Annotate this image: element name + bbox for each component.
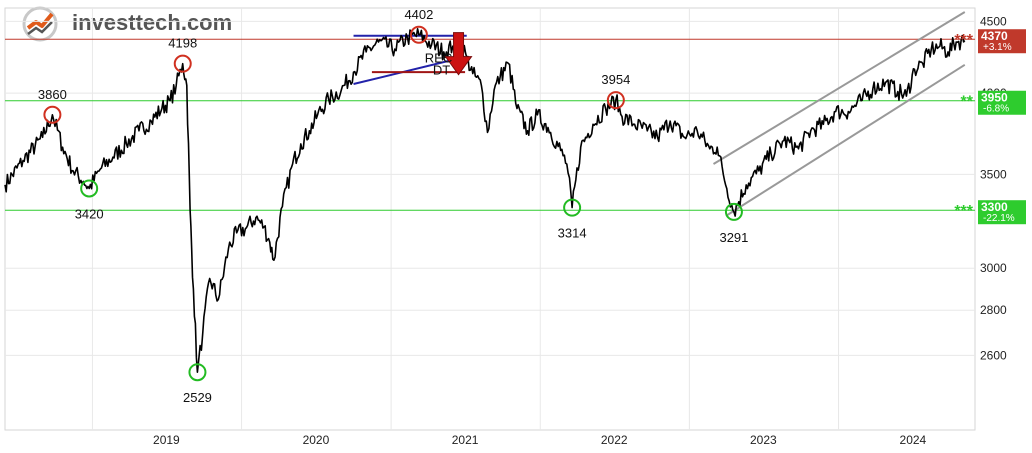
bottom-marker bbox=[563, 198, 582, 217]
level-stars: ** bbox=[961, 94, 974, 111]
x-tick-label: 2024 bbox=[900, 433, 927, 447]
turning-point-label: 3314 bbox=[558, 226, 587, 241]
level-stars: *** bbox=[954, 32, 973, 49]
turning-point-annotations: 3860 3420 4198 2529 4402 3314 3954 3291 bbox=[38, 7, 748, 405]
turning-point-label: 3291 bbox=[719, 230, 748, 245]
investtech-logo: investtech.com bbox=[20, 4, 240, 44]
level-value-label: 3950 bbox=[981, 91, 1008, 105]
level-pct-label: -22.1% bbox=[983, 213, 1015, 224]
x-tick-label: 2023 bbox=[750, 433, 777, 447]
top-marker bbox=[173, 54, 192, 73]
y-tick-label: 3500 bbox=[980, 167, 1007, 181]
turning-point-label: 3860 bbox=[38, 87, 67, 102]
trend-channel-lower bbox=[725, 63, 966, 217]
level-stars: *** bbox=[954, 203, 973, 220]
trend-channel-upper bbox=[712, 11, 966, 165]
turning-point-label: 3420 bbox=[75, 206, 104, 221]
chart-grid bbox=[4, 7, 976, 431]
turning-point-label: 2529 bbox=[183, 390, 212, 405]
logo-brand-text: investtech.com bbox=[72, 10, 232, 36]
level-badge bbox=[978, 90, 1026, 115]
top-marker bbox=[409, 25, 428, 44]
x-axis: 2019 2020 2021 2022 2023 2024 bbox=[153, 433, 927, 447]
top-marker bbox=[43, 105, 62, 124]
sell-arrow-icon bbox=[444, 32, 473, 76]
turning-point-label: 3954 bbox=[601, 72, 630, 87]
level-value-label: 4370 bbox=[981, 29, 1008, 43]
logo-brand-prefix: invest bbox=[72, 10, 136, 35]
y-tick-label: 2800 bbox=[980, 303, 1007, 317]
bottom-marker bbox=[724, 202, 743, 221]
level-badge bbox=[978, 29, 1026, 54]
logo-brand-suffix: tech.com bbox=[135, 10, 233, 35]
level-labels: *** 4370+3.1% ** 3950-6.8% *** 3300-22.1% bbox=[954, 29, 1026, 225]
price-series bbox=[4, 27, 966, 374]
level-badge bbox=[978, 200, 1026, 225]
y-tick-label: 3000 bbox=[980, 261, 1007, 275]
trend-channel bbox=[712, 11, 966, 217]
x-tick-label: 2022 bbox=[601, 433, 628, 447]
turning-point-label: 4402 bbox=[404, 7, 433, 22]
price-line bbox=[4, 27, 966, 374]
top-marker bbox=[606, 91, 625, 110]
level-pct-label: -6.8% bbox=[983, 104, 1009, 115]
plot-frame bbox=[4, 7, 976, 431]
turning-point-label: 4198 bbox=[168, 36, 197, 51]
signal-label-line2: DT bbox=[433, 63, 450, 78]
y-tick-label: 4500 bbox=[980, 14, 1007, 28]
x-tick-label: 2021 bbox=[452, 433, 479, 447]
signal-label-line1: REC bbox=[425, 51, 452, 66]
level-pct-label: +3.1% bbox=[983, 42, 1012, 53]
y-axis: 260028003000350040004500 bbox=[980, 14, 1007, 362]
x-tick-label: 2019 bbox=[153, 433, 180, 447]
x-tick-label: 2020 bbox=[303, 433, 330, 447]
bottom-marker bbox=[188, 363, 207, 382]
bottom-marker bbox=[80, 179, 99, 198]
level-value-label: 3300 bbox=[981, 200, 1008, 214]
y-tick-label: 2600 bbox=[980, 348, 1007, 362]
pattern-line-neck bbox=[353, 55, 466, 85]
